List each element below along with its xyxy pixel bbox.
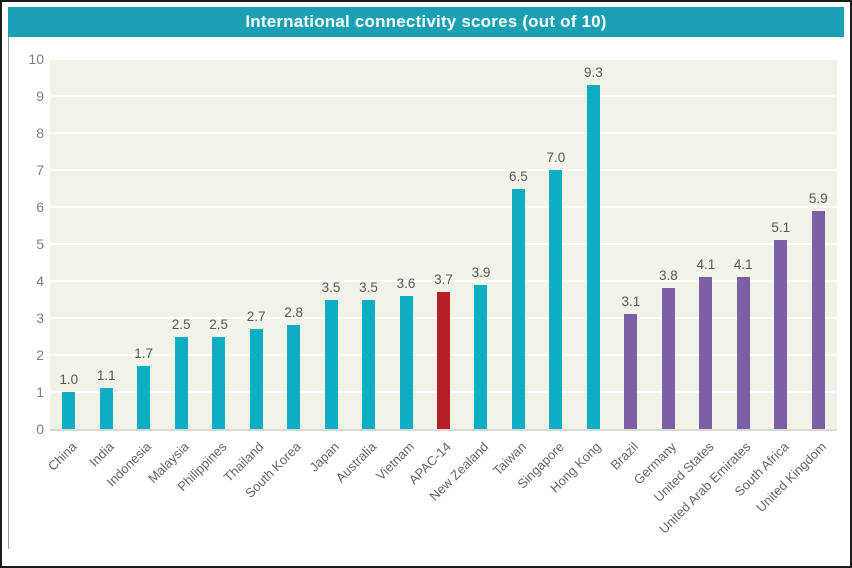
y-tick-label-6: 6 xyxy=(36,199,44,215)
value-label-china: 1.0 xyxy=(59,372,79,387)
bar-australia xyxy=(362,299,376,429)
bar-apac-14 xyxy=(437,292,450,429)
value-label-united-kingdom: 5.9 xyxy=(808,190,828,206)
bar-south-korea xyxy=(287,325,301,429)
value-label-united-arab-emirates: 4.1 xyxy=(733,257,753,273)
gridline-8 xyxy=(50,132,837,134)
y-tick-label-7: 7 xyxy=(36,162,44,178)
value-label-vietnam: 3.6 xyxy=(396,275,416,291)
value-label-japan: 3.5 xyxy=(321,279,341,295)
gridline-5 xyxy=(50,243,837,245)
value-label-south-korea: 2.8 xyxy=(284,305,303,321)
x-label-australia: Australia xyxy=(332,439,380,486)
bar-new-zealand xyxy=(474,284,488,429)
y-tick-label-9: 9 xyxy=(36,88,44,104)
y-tick-label-1: 1 xyxy=(36,384,44,400)
gridline-10 xyxy=(50,58,837,60)
bar-singapore xyxy=(549,170,563,429)
x-label-china: China xyxy=(44,439,80,474)
bar-indonesia xyxy=(137,366,151,429)
value-label-germany: 3.8 xyxy=(658,268,678,284)
value-label-australia: 3.5 xyxy=(359,279,378,295)
value-label-hong-kong: 9.3 xyxy=(584,64,603,80)
bar-japan xyxy=(324,299,338,429)
value-label-india: 1.1 xyxy=(96,368,116,384)
value-label-new-zealand: 3.9 xyxy=(471,264,491,280)
bar-thailand xyxy=(249,329,263,429)
value-label-apac-14: 3.7 xyxy=(434,272,453,288)
y-tick-label-2: 2 xyxy=(36,347,44,363)
gridline-6 xyxy=(50,206,837,208)
value-label-malaysia: 2.5 xyxy=(171,316,191,332)
bar-south-africa xyxy=(774,240,788,429)
value-label-indonesia: 1.7 xyxy=(134,346,154,362)
y-tick-label-10: 10 xyxy=(28,51,44,67)
value-label-taiwan: 6.5 xyxy=(509,168,528,184)
value-label-south-africa: 5.1 xyxy=(771,220,791,236)
gridline-9 xyxy=(50,95,837,97)
bar-brazil xyxy=(624,314,638,429)
value-label-philippines: 2.5 xyxy=(209,316,229,332)
value-label-brazil: 3.1 xyxy=(621,294,641,310)
y-axis: 0 1 2 3 4 5 6 7 8 9 10 xyxy=(10,51,44,437)
bar-united-arab-emirates xyxy=(736,277,750,429)
bar-united-states xyxy=(699,277,713,429)
chart-title-bar: International connectivity scores (out o… xyxy=(8,7,844,37)
y-tick-label-8: 8 xyxy=(36,125,44,141)
bar-china xyxy=(62,392,76,429)
value-label-singapore: 7.0 xyxy=(546,150,566,165)
y-tick-label-4: 4 xyxy=(36,273,44,289)
gridline-7 xyxy=(50,169,837,171)
x-label-brazil: Brazil xyxy=(607,439,642,473)
y-tick-label-3: 3 xyxy=(36,310,44,326)
value-label-united-states: 4.1 xyxy=(696,257,716,273)
gridline-4 xyxy=(50,280,837,282)
y-tick-label-5: 5 xyxy=(36,236,44,252)
bar-germany xyxy=(661,288,675,429)
x-label-india: India xyxy=(86,439,117,470)
y-tick-label-0: 0 xyxy=(36,421,44,437)
x-axis: China India Indonesia Malaysia Philippines Th… xyxy=(45,439,837,564)
chart-frame-left-border xyxy=(8,37,9,549)
bar-india xyxy=(99,388,113,429)
value-label-thailand: 2.7 xyxy=(246,309,266,325)
bar-vietnam xyxy=(399,295,413,429)
bar-hong-kong xyxy=(586,84,600,429)
chart-title: International connectivity scores (out o… xyxy=(245,12,607,31)
plot-area: 1.0 1.1 1.7 2.5 2.5 2.7 2.8 3.5 3.5 3.6 3.7 3.9 6.5 7… xyxy=(50,58,837,431)
bar-malaysia xyxy=(174,336,188,429)
bar-taiwan xyxy=(511,188,525,429)
bar-philippines xyxy=(212,336,226,429)
bar-united-kingdom xyxy=(811,210,825,429)
